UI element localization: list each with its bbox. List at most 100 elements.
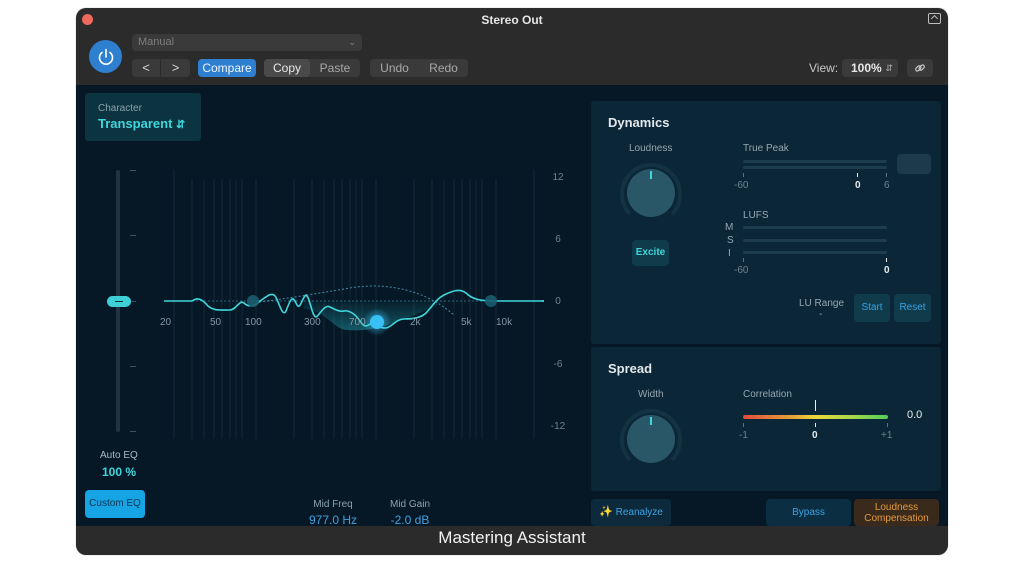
auto-eq-value: 100 % xyxy=(102,465,137,479)
loudness-compensation-line2: Compensation xyxy=(864,513,929,524)
low-band-handle[interactable] xyxy=(247,295,259,307)
magic-wand-icon: ✨ xyxy=(599,506,613,518)
freq-scale-label: 300 xyxy=(304,317,321,328)
loudness-knob[interactable] xyxy=(616,158,686,228)
next-preset-button[interactable]: > xyxy=(171,60,180,75)
meter-tick xyxy=(815,423,816,427)
preset-value: Manual xyxy=(138,36,175,48)
start-button[interactable]: Start xyxy=(854,294,890,322)
view-zoom-value: 100% xyxy=(851,61,882,75)
character-value: Transparent xyxy=(98,116,173,131)
redo-button[interactable]: Redo xyxy=(429,61,458,75)
freq-scale-label: 10k xyxy=(496,317,513,328)
true-peak-clip-indicator[interactable] xyxy=(897,154,931,174)
gain-scale-label: 0 xyxy=(555,296,561,307)
compare-button[interactable]: Compare xyxy=(198,59,256,77)
preset-dropdown[interactable]: Manual ⌄ xyxy=(132,34,362,51)
true-peak-label: True Peak xyxy=(743,143,789,154)
true-peak-scale-label: 0 xyxy=(855,180,861,191)
updown-chevron-icon: ⇵ xyxy=(176,119,186,131)
power-button[interactable] xyxy=(89,40,122,73)
reanalyze-button[interactable]: ✨ Reanalyze xyxy=(591,499,671,526)
lufs-scale-label: -60 xyxy=(734,265,749,276)
window-title: Stereo Out xyxy=(481,13,543,27)
width-knob[interactable] xyxy=(616,404,686,474)
undo-button[interactable]: Undo xyxy=(380,61,409,75)
mid-gain-value[interactable]: -2.0 dB xyxy=(390,513,430,527)
mid-band-handle[interactable] xyxy=(370,315,384,329)
copy-button[interactable]: Copy xyxy=(264,59,310,77)
freq-scale-label: 20 xyxy=(160,317,172,328)
freq-scale-label: 100 xyxy=(245,317,262,328)
dynamics-panel: Dynamics Loudness Excite True Peak -60 0… xyxy=(591,101,941,344)
correlation-scale-label: -1 xyxy=(739,430,748,441)
character-label: Character xyxy=(98,103,142,114)
character-selector[interactable]: Character Transparent ⇵ xyxy=(85,93,201,141)
dynamics-title: Dynamics xyxy=(608,115,670,130)
chevron-down-icon: ⌄ xyxy=(348,37,356,47)
freq-scale-label: 700 xyxy=(349,317,366,328)
gain-scale-label: 12 xyxy=(552,172,564,183)
high-band-handle[interactable] xyxy=(485,295,497,307)
mid-freq-value[interactable]: 977.0 Hz xyxy=(308,513,358,527)
view-zoom-select[interactable]: 100% ⇵ xyxy=(842,59,898,77)
power-icon xyxy=(98,48,113,65)
gain-scale-label: -12 xyxy=(550,421,566,432)
correlation-meter xyxy=(743,415,888,419)
correlation-value: 0.0 xyxy=(907,409,923,421)
eq-curve-graph[interactable] xyxy=(164,169,544,439)
custom-eq-button[interactable]: Custom EQ xyxy=(85,490,145,518)
spread-panel: Spread Width Correlation -1 0 +1 0.0 xyxy=(591,347,941,491)
auto-eq-slider-thumb[interactable] xyxy=(107,296,131,307)
loudness-label: Loudness xyxy=(629,143,673,154)
meter-tick xyxy=(743,423,744,427)
width-label: Width xyxy=(638,389,664,400)
correlation-scale-label: +1 xyxy=(881,430,893,441)
correlation-scale-label: 0 xyxy=(812,430,818,441)
plugin-name: Mastering Assistant xyxy=(438,528,586,547)
reset-button[interactable]: Reset xyxy=(894,294,931,322)
lufs-row-label: S xyxy=(727,235,734,246)
lufs-row-label: M xyxy=(725,222,734,233)
slider-tick xyxy=(130,170,136,171)
undo-redo-group: Undo Redo xyxy=(370,59,468,77)
lufs-scale-label: 0 xyxy=(884,265,890,276)
true-peak-scale-label: -60 xyxy=(734,180,749,191)
slider-tick xyxy=(130,366,136,367)
meter-tick xyxy=(886,173,887,177)
correlation-needle xyxy=(815,400,816,411)
true-peak-meter-r xyxy=(743,166,887,169)
mid-gain-label: Mid Gain xyxy=(389,499,430,510)
slider-tick xyxy=(130,235,136,236)
link-icon xyxy=(915,64,925,72)
close-button[interactable] xyxy=(82,14,93,25)
freq-scale-label: 2k xyxy=(410,317,421,328)
preset-nav: < > xyxy=(132,59,190,77)
true-peak-meter-l xyxy=(743,160,887,163)
loudness-compensation-button[interactable]: Loudness Compensation xyxy=(854,499,939,526)
slider-tick xyxy=(130,301,136,302)
gain-scale-label: 6 xyxy=(555,234,561,245)
bypass-button[interactable]: Bypass xyxy=(766,499,851,526)
excite-button[interactable]: Excite xyxy=(632,240,669,266)
updown-chevron-icon: ⇵ xyxy=(885,63,893,73)
previous-preset-button[interactable]: < xyxy=(132,59,161,77)
lufs-row-label: I xyxy=(728,248,731,259)
reanalyze-label: Reanalyze xyxy=(615,507,663,518)
link-button[interactable] xyxy=(907,59,933,77)
plugin-window: Stereo Out Manual ⌄ < > Compare Copy Pas… xyxy=(76,8,948,555)
lufs-label: LUFS xyxy=(743,210,769,221)
meter-tick xyxy=(887,423,888,427)
meter-tick xyxy=(857,173,858,177)
loudness-compensation-line1: Loudness xyxy=(874,502,919,513)
lufs-integrated-meter xyxy=(743,251,887,254)
expand-icon[interactable] xyxy=(928,13,941,24)
true-peak-scale-label: 6 xyxy=(884,180,890,191)
meter-tick xyxy=(743,258,744,262)
paste-button[interactable]: Paste xyxy=(319,61,351,75)
mid-freq-label: Mid Freq xyxy=(313,499,353,510)
lu-range-value: - xyxy=(819,309,823,320)
auto-eq-label: Auto EQ xyxy=(100,450,138,461)
meter-tick xyxy=(886,258,887,262)
view-label: View: xyxy=(809,61,839,75)
